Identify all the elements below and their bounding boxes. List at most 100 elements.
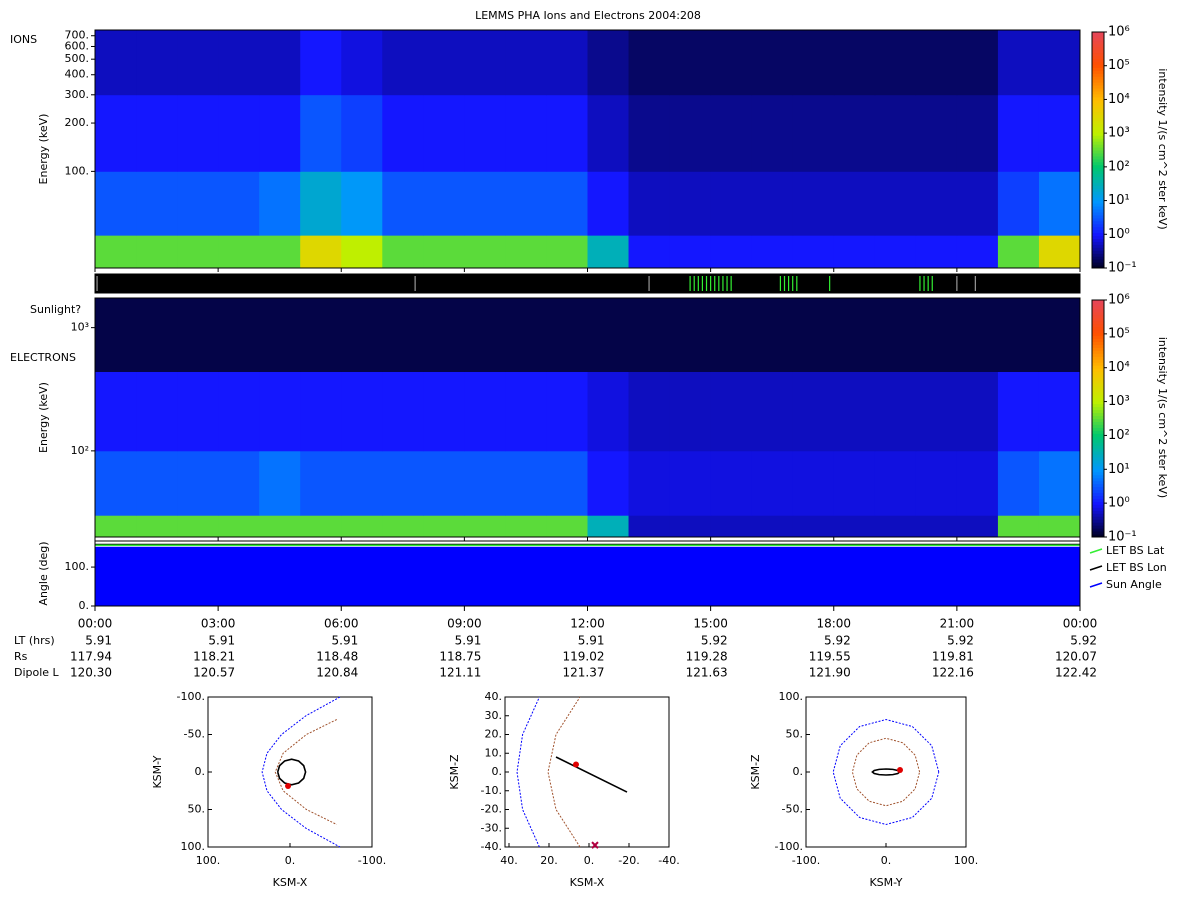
y-axis-label: KSM-Y bbox=[151, 755, 164, 788]
colorbar-slice bbox=[1092, 141, 1104, 145]
colorbar-slice bbox=[1092, 498, 1104, 502]
colorbar-slice bbox=[1092, 504, 1104, 508]
colorbar-slice bbox=[1092, 534, 1104, 538]
x-tick-label: 00:00 bbox=[78, 617, 113, 631]
heatmap-cell bbox=[300, 30, 342, 96]
table-cell: 5.91 bbox=[332, 634, 359, 648]
colorbar-slice bbox=[1092, 409, 1104, 414]
colorbar-slice bbox=[1092, 52, 1104, 57]
colorbar-slice bbox=[1092, 320, 1104, 325]
cross-marker bbox=[591, 841, 599, 849]
legend-label: LET BS Lat bbox=[1106, 544, 1165, 557]
colorbar-tick-label: 10⁰ bbox=[1108, 227, 1130, 242]
heatmap-cell bbox=[177, 171, 219, 236]
heatmap-cell bbox=[546, 450, 588, 516]
heatmap-cell bbox=[259, 371, 301, 452]
colorbar-slice bbox=[1092, 477, 1104, 482]
heatmap-cell bbox=[177, 235, 219, 269]
y-axis-label: Angle (deg) bbox=[37, 541, 50, 605]
heatmap-cell bbox=[874, 30, 917, 96]
heatmap-cell bbox=[792, 515, 835, 538]
table-cell: 120.84 bbox=[316, 666, 358, 680]
colorbar-slice bbox=[1092, 164, 1104, 169]
x-tick-label: 15:00 bbox=[693, 617, 728, 631]
heatmap-cell bbox=[1038, 298, 1081, 372]
y-tick-label: 100. bbox=[65, 560, 90, 573]
colorbar-slice bbox=[1092, 385, 1104, 390]
heatmap-cell bbox=[833, 298, 876, 372]
colorbar-tick-label: 10¹ bbox=[1108, 193, 1130, 208]
heatmap-cell bbox=[423, 235, 465, 269]
heatmap-cell bbox=[587, 515, 629, 538]
heatmap-cell bbox=[751, 298, 794, 372]
y-axis-label: KSM-Z bbox=[448, 754, 461, 790]
colorbar-slice bbox=[1092, 211, 1104, 216]
x-tick-label: 20. bbox=[540, 854, 558, 867]
heatmap-cell bbox=[546, 235, 588, 269]
table-cell: 121.11 bbox=[439, 666, 481, 680]
heatmap-cell bbox=[259, 235, 301, 269]
heatmap-cell bbox=[628, 371, 670, 452]
colorbar-slice bbox=[1092, 427, 1104, 431]
y-tick-label: 0. bbox=[195, 765, 206, 778]
colorbar-slice bbox=[1092, 244, 1104, 248]
heatmap-cell bbox=[300, 515, 342, 538]
y-tick-label: 500. bbox=[65, 52, 90, 65]
x-tick-label: 12:00 bbox=[570, 617, 605, 631]
colorbar-slice bbox=[1092, 525, 1104, 529]
colorbar-slice bbox=[1092, 126, 1104, 130]
heatmap-cell bbox=[915, 298, 958, 372]
heatmap-cell bbox=[751, 371, 794, 452]
colorbar-slice bbox=[1092, 105, 1104, 110]
colorbar-slice bbox=[1092, 32, 1104, 36]
heatmap-cell bbox=[1038, 450, 1081, 516]
colorbar-slice bbox=[1092, 391, 1104, 396]
heatmap-cell bbox=[710, 371, 753, 452]
colorbar-slice bbox=[1092, 329, 1104, 334]
x-tick-label: 21:00 bbox=[940, 617, 975, 631]
heatmap-cell bbox=[95, 30, 137, 96]
heatmap-cell bbox=[423, 94, 465, 172]
heatmap-cell bbox=[874, 298, 917, 372]
y-tick-label: -20. bbox=[481, 803, 502, 816]
colorbar-slice bbox=[1092, 305, 1104, 310]
colorbar-slice bbox=[1092, 528, 1104, 532]
table-cell: 120.57 bbox=[193, 666, 235, 680]
heatmap-cell bbox=[915, 515, 958, 538]
x-tick-label: 40. bbox=[500, 854, 518, 867]
y-tick-label: 10² bbox=[71, 444, 89, 457]
heatmap-cell bbox=[136, 515, 178, 538]
heatmap-cell bbox=[259, 94, 301, 172]
heatmap-cell bbox=[710, 515, 753, 538]
colorbar-slice bbox=[1092, 99, 1104, 104]
y-axis-label: Energy (keV) bbox=[37, 114, 50, 185]
heatmap-cell bbox=[95, 94, 137, 172]
x-tick-label: 00:00 bbox=[1063, 617, 1098, 631]
heatmap-cell bbox=[95, 298, 137, 372]
colorbar-slice bbox=[1092, 58, 1104, 62]
heatmap-cell bbox=[300, 371, 342, 452]
y-tick-label: 0. bbox=[492, 765, 503, 778]
x-tick-label: 0. bbox=[881, 854, 892, 867]
colorbar-slice bbox=[1092, 388, 1104, 393]
colorbar-slice bbox=[1092, 247, 1104, 251]
y-tick-label: 100. bbox=[779, 690, 804, 703]
curve bbox=[274, 719, 337, 825]
heatmap-cell bbox=[792, 450, 835, 516]
x-tick-label: -20. bbox=[618, 854, 639, 867]
colorbar-slice bbox=[1092, 188, 1104, 192]
colorbar-slice bbox=[1092, 43, 1104, 48]
colorbar-slice bbox=[1092, 415, 1104, 419]
heatmap-cell bbox=[218, 94, 260, 172]
heatmap-cell bbox=[1038, 94, 1081, 172]
colorbar-slice bbox=[1092, 108, 1104, 113]
table-cell: 121.37 bbox=[563, 666, 605, 680]
heatmap-cell bbox=[177, 94, 219, 172]
colorbar-tick-label: 10² bbox=[1108, 428, 1130, 443]
colorbar-label: intensity 1/(s cm^2 ster keV) bbox=[1156, 68, 1169, 229]
heatmap-cell bbox=[505, 171, 547, 236]
heatmap-cell bbox=[382, 298, 424, 372]
x-tick-label: -40. bbox=[658, 854, 679, 867]
heatmap-cell bbox=[792, 298, 835, 372]
colorbar-slice bbox=[1092, 135, 1104, 139]
